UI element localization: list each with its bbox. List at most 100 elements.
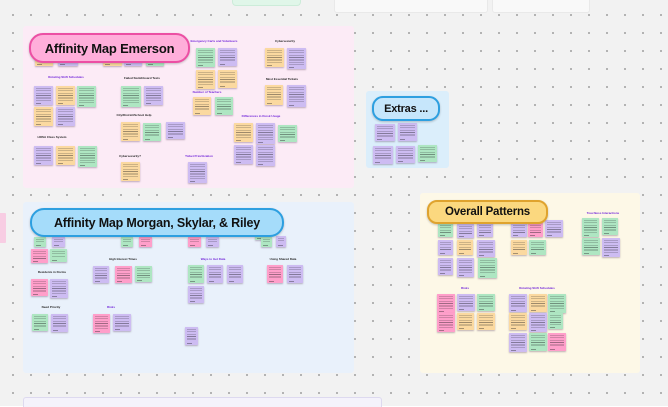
sticky-note[interactable] <box>143 123 161 141</box>
sticky-note[interactable] <box>602 238 620 257</box>
sticky-note[interactable] <box>548 333 566 351</box>
sticky-note[interactable] <box>215 97 233 115</box>
sticky-note[interactable] <box>227 265 243 283</box>
sticky-note[interactable] <box>267 265 283 283</box>
section-header-touchless-interactions[interactable]: Touchless Interactions <box>586 212 620 215</box>
section-header-residents-in-dorms[interactable]: Residents in Dorms <box>37 271 67 274</box>
sticky-note[interactable] <box>121 122 140 141</box>
sticky-note[interactable] <box>398 123 417 141</box>
section-header-rotating-shift-schedules[interactable]: Rotating Shift Schedules <box>519 287 555 290</box>
sticky-note[interactable] <box>396 146 415 163</box>
sticky-note[interactable] <box>278 125 297 142</box>
section-header-differences-in-kiosk-usage[interactable]: Differences in Kiosk Usage <box>241 115 281 118</box>
sticky-note[interactable] <box>56 146 75 165</box>
section-header-most-essential-tickets[interactable]: Most Essential Tickets <box>265 78 299 81</box>
section-header-rotating-shift-schedules[interactable]: Rotating Shift Schedules <box>48 76 84 79</box>
section-header-using-shared-data[interactable]: Using Shared Data <box>269 258 297 261</box>
sticky-note[interactable] <box>56 86 75 105</box>
sticky-note[interactable] <box>31 249 48 263</box>
sticky-note[interactable] <box>34 107 53 126</box>
section-header-risks[interactable]: Risks <box>460 287 470 290</box>
sticky-note[interactable] <box>457 294 475 311</box>
sticky-note[interactable] <box>188 162 207 183</box>
sticky-note[interactable] <box>478 258 497 278</box>
sticky-note[interactable] <box>188 265 204 283</box>
sticky-note[interactable] <box>457 313 474 330</box>
sticky-note[interactable] <box>185 327 198 345</box>
sticky-note[interactable] <box>276 236 286 247</box>
sticky-note[interactable] <box>529 294 547 312</box>
sticky-note[interactable] <box>32 314 48 331</box>
frame-edge-top-green[interactable] <box>232 0 301 6</box>
section-header-need-priority[interactable]: Need Priority <box>41 306 61 309</box>
sticky-note[interactable] <box>113 314 131 331</box>
sticky-note[interactable] <box>188 237 201 247</box>
board-title-extras[interactable]: Extras ... <box>372 96 440 121</box>
sticky-note[interactable] <box>51 314 68 332</box>
sticky-note[interactable] <box>477 313 495 330</box>
section-header-failed-switchboard-tests[interactable]: Failed Switchboard Tests <box>124 77 160 80</box>
frame-edge-top-white-1[interactable] <box>334 0 488 13</box>
sticky-note[interactable] <box>52 237 65 247</box>
sticky-note[interactable] <box>511 240 527 255</box>
sticky-note[interactable] <box>375 124 395 141</box>
sticky-note[interactable] <box>529 313 547 332</box>
sticky-note[interactable] <box>34 146 53 165</box>
sticky-note[interactable] <box>218 48 237 66</box>
sticky-note[interactable] <box>438 240 453 255</box>
sticky-note[interactable] <box>437 313 455 332</box>
sticky-note[interactable] <box>256 123 275 144</box>
sticky-note[interactable] <box>438 223 453 237</box>
section-header-cybersecurity-[interactable]: Cybersecurity? <box>119 155 141 158</box>
sticky-note[interactable] <box>196 48 215 67</box>
sticky-note[interactable] <box>477 223 493 237</box>
sticky-note[interactable] <box>548 294 566 313</box>
section-header-hosa-class-system[interactable]: HOSA Class System <box>37 136 67 139</box>
sticky-note[interactable] <box>34 86 53 105</box>
sticky-note[interactable] <box>545 220 563 237</box>
sticky-note[interactable] <box>256 145 275 166</box>
sticky-note[interactable] <box>206 237 219 247</box>
sticky-note[interactable] <box>437 294 455 313</box>
sticky-note[interactable] <box>144 86 163 105</box>
sticky-note[interactable] <box>287 48 306 69</box>
sticky-note[interactable] <box>93 266 109 283</box>
sticky-note[interactable] <box>50 249 67 262</box>
section-header-risks[interactable]: Risks <box>106 306 116 309</box>
sticky-partial-left-edge[interactable] <box>0 213 6 243</box>
board-title-morgan[interactable]: Affinity Map Morgan, Skylar, & Riley <box>30 208 284 237</box>
sticky-note[interactable] <box>135 266 152 282</box>
sticky-note[interactable] <box>50 279 68 298</box>
sticky-note[interactable] <box>121 237 133 247</box>
sticky-note[interactable] <box>207 265 223 283</box>
section-header-number-of-teachers[interactable]: Number of Teachers <box>192 91 222 94</box>
section-header-emergency-carts-and-volunteers[interactable]: Emergency Carts and Volunteers <box>190 40 238 43</box>
sticky-note[interactable] <box>509 313 527 330</box>
sticky-note[interactable] <box>78 146 97 167</box>
sticky-note[interactable] <box>418 145 437 162</box>
sticky-note[interactable] <box>115 266 132 283</box>
sticky-note[interactable] <box>528 223 543 237</box>
sticky-note[interactable] <box>196 70 215 89</box>
section-header-ticket-prioritization[interactable]: Ticket Prioritization <box>185 155 213 158</box>
sticky-note[interactable] <box>287 265 303 283</box>
sticky-note[interactable] <box>121 162 140 181</box>
sticky-note[interactable] <box>529 240 546 255</box>
sticky-note[interactable] <box>509 294 527 312</box>
frame-edge-bottom-strip[interactable] <box>23 397 382 407</box>
frame-edge-top-white-2[interactable] <box>492 0 590 13</box>
sticky-note[interactable] <box>188 286 204 303</box>
sticky-note[interactable] <box>121 86 141 107</box>
sticky-note[interactable] <box>457 240 473 255</box>
sticky-note[interactable] <box>93 314 110 333</box>
sticky-note[interactable] <box>477 294 495 311</box>
sticky-note[interactable] <box>457 258 474 277</box>
section-header-ways-to-get-data[interactable]: Ways to Get Data <box>200 258 226 261</box>
sticky-note[interactable] <box>457 224 474 238</box>
sticky-note[interactable] <box>31 279 48 296</box>
sticky-note[interactable] <box>287 85 306 107</box>
sticky-note[interactable] <box>234 145 253 164</box>
section-header-city-district-school-help[interactable]: City/District/School Help <box>116 114 152 117</box>
sticky-note[interactable] <box>438 258 453 275</box>
sticky-note[interactable] <box>373 146 393 164</box>
